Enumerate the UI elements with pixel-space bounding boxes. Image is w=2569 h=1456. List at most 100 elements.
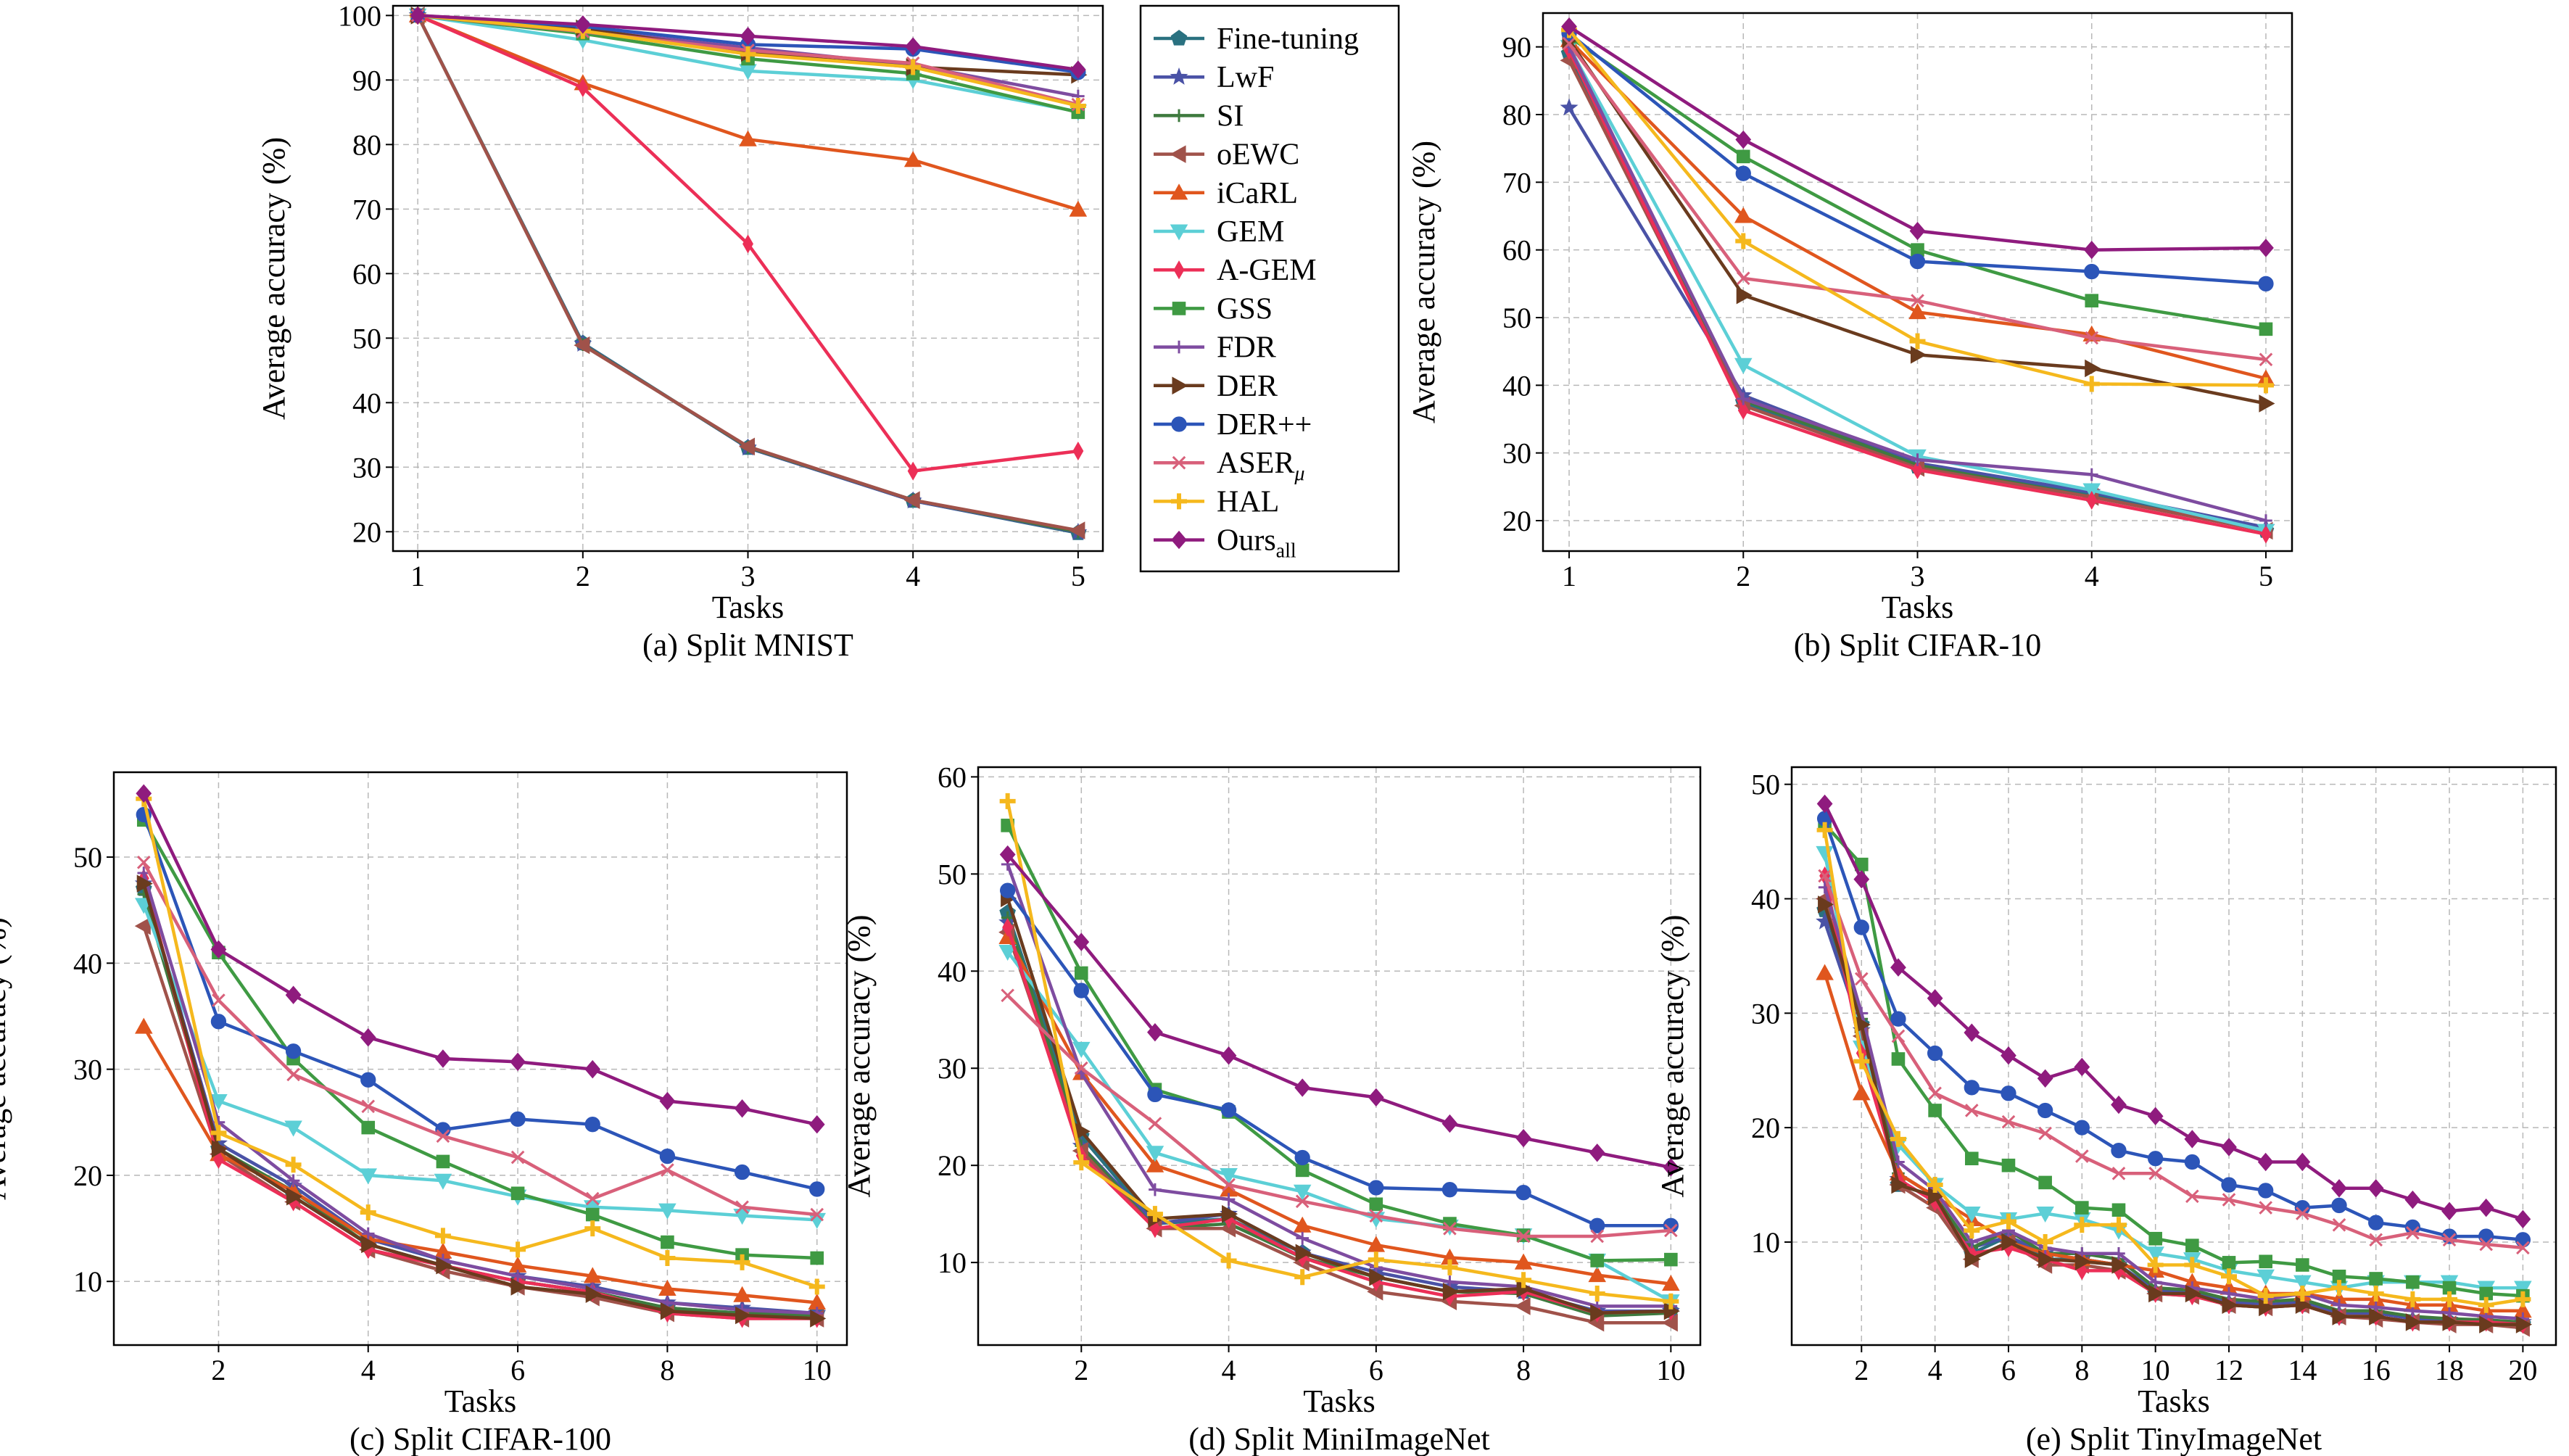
data-point-icarl <box>1514 1253 1533 1270</box>
data-point-hal <box>2478 1296 2494 1313</box>
legend-item-der: DER <box>1154 370 1278 403</box>
data-point-fdr <box>1911 453 1924 466</box>
data-point-gem <box>284 1120 302 1137</box>
data-point-ours <box>210 940 227 959</box>
data-point-hal <box>285 1157 302 1173</box>
x-tick-label: 10 <box>2141 1354 2170 1386</box>
data-point-aser <box>1854 972 1869 986</box>
x-tick-label: 5 <box>1071 560 1085 592</box>
data-point-oewc <box>1514 1297 1531 1315</box>
data-point-derpp <box>809 1181 825 1197</box>
data-point-fdr <box>1296 1231 1309 1245</box>
data-point-aser <box>2085 331 2099 345</box>
data-point-hal <box>1909 333 1926 349</box>
series-line-aser <box>142 861 817 1217</box>
legend-item-gem: GEM <box>1154 215 1284 249</box>
y-tick-label: 20 <box>73 1159 102 1192</box>
data-point-hal <box>1927 1177 1943 1194</box>
data-point-hal <box>2221 1268 2238 1285</box>
data-point-ours <box>2258 239 2274 257</box>
legend-marker <box>1171 493 1187 510</box>
legend-item-si: SI <box>1154 99 1244 133</box>
data-point-aser <box>2001 1114 2016 1129</box>
data-point-der <box>1891 1175 1908 1194</box>
series-derpp <box>1000 882 1679 1233</box>
series-line-agem <box>1006 927 1671 1315</box>
series-line-derpp <box>1006 889 1671 1228</box>
data-point-aser <box>136 856 151 869</box>
data-point-aser <box>286 1067 300 1082</box>
data-point-ours <box>1816 794 1833 814</box>
y-tick-label: 60 <box>938 761 967 793</box>
y-tick-label: 90 <box>1502 31 1531 64</box>
data-point-aser <box>2111 1166 2126 1180</box>
y-tick-label: 50 <box>1502 302 1531 334</box>
data-point-hal <box>659 1250 676 1267</box>
legend-item-lwf: LwF <box>1154 61 1274 94</box>
series-line-gem <box>142 904 817 1222</box>
data-point-der <box>660 1302 677 1320</box>
data-point-ours <box>2515 1209 2531 1229</box>
x-tick-label: 12 <box>2214 1354 2243 1386</box>
data-point-fdr <box>2333 1298 2346 1312</box>
series-line-fdr <box>142 872 817 1315</box>
data-point-der <box>2515 1315 2532 1333</box>
data-point-agem <box>1002 917 1014 938</box>
series-lwf <box>134 874 827 1321</box>
data-point-ours <box>435 1049 451 1068</box>
data-point-derpp <box>2001 1085 2016 1101</box>
data-point-hal <box>1441 1259 1458 1275</box>
x-axis-label: Tasks <box>444 1383 517 1419</box>
data-point-derpp <box>2515 1232 2531 1248</box>
data-point-derpp <box>1853 919 1869 935</box>
data-point-hal <box>2037 1233 2053 1250</box>
legend-item-derpp: DER++ <box>1154 408 1312 442</box>
legend-label: A-GEM <box>1217 254 1317 287</box>
data-point-hal <box>2331 1280 2348 1296</box>
data-point-derpp <box>2368 1215 2384 1230</box>
legend-label: GEM <box>1217 215 1284 249</box>
data-point-aser <box>2185 1189 2199 1204</box>
data-point-ours <box>2257 1152 2274 1172</box>
data-point-agem <box>1737 400 1749 420</box>
y-tick-label: 50 <box>938 858 967 890</box>
data-point-aser <box>1818 869 1832 883</box>
data-point-aser <box>1736 271 1750 286</box>
data-point-fdr <box>286 1174 300 1188</box>
data-point-aser <box>2516 1241 2530 1255</box>
data-point-gss <box>2038 1175 2052 1190</box>
data-point-agem <box>2086 490 2098 510</box>
data-point-derpp <box>1890 1011 1906 1027</box>
data-point-aser <box>1911 294 1924 307</box>
data-point-derpp <box>2074 1120 2090 1136</box>
data-point-ours <box>1927 989 1943 1008</box>
data-point-der <box>436 1257 452 1275</box>
data-point-gem <box>2256 1269 2275 1286</box>
data-point-derpp <box>2037 1102 2053 1119</box>
x-tick-label: 8 <box>660 1354 674 1386</box>
y-axis-label: Average accuracy (%) <box>1655 914 1690 1197</box>
legend-marker <box>1172 455 1186 470</box>
y-tick-label: 90 <box>352 64 381 96</box>
data-point-aser <box>1964 1104 1979 1117</box>
data-point-gem <box>359 1168 378 1185</box>
data-point-gem <box>2146 1246 2164 1263</box>
data-point-derpp <box>210 1014 227 1030</box>
data-point-ours <box>1735 130 1752 149</box>
data-point-agem <box>742 234 753 254</box>
data-point-gss <box>1891 1052 1906 1066</box>
data-point-ours <box>1441 1114 1458 1133</box>
legend-label: oEWC <box>1217 138 1299 172</box>
series-line-icarl <box>1823 972 2523 1312</box>
data-point-derpp <box>2111 1143 2127 1159</box>
data-point-ours <box>1909 221 1926 241</box>
data-point-hal <box>2083 376 2100 392</box>
x-tick-label: 10 <box>1656 1354 1685 1386</box>
series-hal <box>999 793 1679 1310</box>
data-point-derpp <box>2148 1151 2164 1167</box>
data-point-gem <box>210 1093 228 1111</box>
legend-marker <box>1172 109 1186 123</box>
data-point-derpp <box>1515 1185 1531 1201</box>
data-point-aser <box>1074 1061 1088 1075</box>
y-tick-label: 30 <box>352 451 381 484</box>
